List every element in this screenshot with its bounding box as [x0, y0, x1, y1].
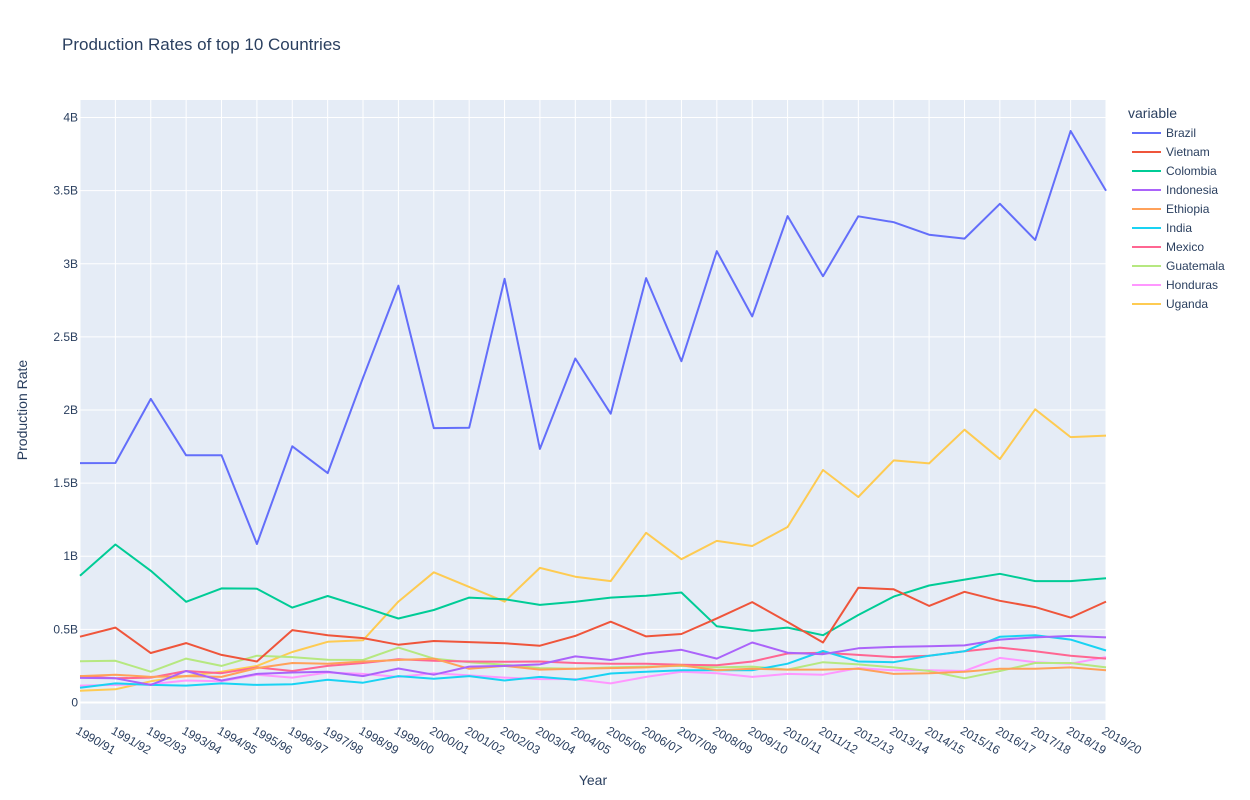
y-tick-label: 1B — [63, 549, 78, 563]
x-tick-label: 2019/20 — [1100, 723, 1145, 757]
x-tick-label: 2011/12 — [816, 723, 860, 757]
series-line-vietnam — [79, 586, 1107, 663]
x-tick-label: 2012/13 — [852, 723, 897, 757]
x-tick-label: 2015/16 — [958, 723, 1003, 757]
y-tick-label: 2.5B — [53, 330, 78, 344]
chart-title: Production Rates of top 10 Countries — [62, 35, 341, 54]
y-tick-label: 2B — [63, 403, 78, 417]
x-axis-title: Year — [579, 772, 608, 788]
x-tick-label: 2002/03 — [498, 723, 543, 757]
legend-item-mexico: Mexico — [1166, 240, 1204, 254]
x-tick-label: 2001/02 — [463, 723, 508, 757]
x-tick-label: 2014/15 — [923, 723, 968, 757]
x-tick-label: 2017/18 — [1029, 723, 1074, 757]
y-tick-label: 3.5B — [53, 184, 78, 198]
legend-item-uganda: Uganda — [1166, 297, 1208, 311]
series-line-indonesia — [79, 634, 1107, 686]
x-tick-label: 1992/93 — [144, 723, 189, 757]
x-tick-label: 1990/91 — [74, 723, 119, 757]
x-tick-label: 1998/99 — [357, 723, 402, 757]
legend-item-brazil: Brazil — [1166, 126, 1196, 140]
y-tick-label: 1.5B — [53, 476, 78, 490]
x-tick-label: 2018/19 — [1064, 723, 1109, 757]
x-tick-label: 2008/09 — [710, 723, 755, 757]
y-tick-label: 0.5B — [53, 622, 78, 636]
series-line-india — [79, 634, 1107, 689]
legend-item-indonesia: Indonesia — [1166, 183, 1218, 197]
x-tick-label: 2006/07 — [640, 723, 685, 757]
x-axis-ticks: 1990/911991/921992/931993/941994/951995/… — [74, 723, 1145, 757]
legend-item-colombia: Colombia — [1166, 164, 1217, 178]
series-lines — [79, 130, 1107, 692]
series-line-brazil — [79, 130, 1107, 545]
x-tick-label: 1999/00 — [392, 723, 437, 757]
x-tick-label: 1993/94 — [180, 723, 225, 757]
y-tick-label: 3B — [63, 257, 78, 271]
x-tick-label: 1994/95 — [215, 723, 260, 757]
legend-title: variable — [1128, 105, 1177, 121]
x-tick-label: 2016/17 — [993, 723, 1038, 757]
x-tick-label: 1995/96 — [250, 723, 295, 757]
x-tick-label: 2000/01 — [427, 723, 472, 757]
x-tick-label: 1996/97 — [286, 723, 331, 757]
series-line-ethiopia — [79, 657, 1107, 678]
x-tick-label: 2004/05 — [569, 723, 614, 757]
legend-item-guatemala: Guatemala — [1166, 259, 1225, 273]
x-tick-label: 2003/04 — [533, 723, 578, 757]
legend-item-vietnam: Vietnam — [1166, 145, 1210, 159]
legend-item-india: India — [1166, 221, 1192, 235]
legend-item-honduras: Honduras — [1166, 278, 1218, 292]
legend: variable Brazil Vietnam Colombia Indonesia E… — [1128, 105, 1225, 311]
x-tick-label: 2009/10 — [746, 723, 791, 757]
legend-item-ethiopia: Ethiopia — [1166, 202, 1210, 216]
y-axis-title: Production Rate — [14, 360, 30, 461]
x-tick-label: 2005/06 — [604, 723, 649, 757]
x-tick-label: 2007/08 — [675, 723, 720, 757]
series-line-colombia — [79, 543, 1107, 637]
x-tick-label: 2013/14 — [887, 723, 932, 757]
y-axis-ticks: 0 0.5B 1B 1.5B 2B 2.5B 3B 3.5B 4B — [53, 111, 78, 710]
y-tick-label: 0 — [71, 695, 78, 709]
x-tick-label: 2010/11 — [781, 723, 825, 757]
x-tick-label: 1991/92 — [109, 723, 154, 757]
series-line-uganda — [79, 408, 1107, 692]
y-tick-label: 4B — [63, 111, 78, 125]
grid-lines — [79, 100, 1107, 720]
x-tick-label: 1997/98 — [321, 723, 366, 757]
